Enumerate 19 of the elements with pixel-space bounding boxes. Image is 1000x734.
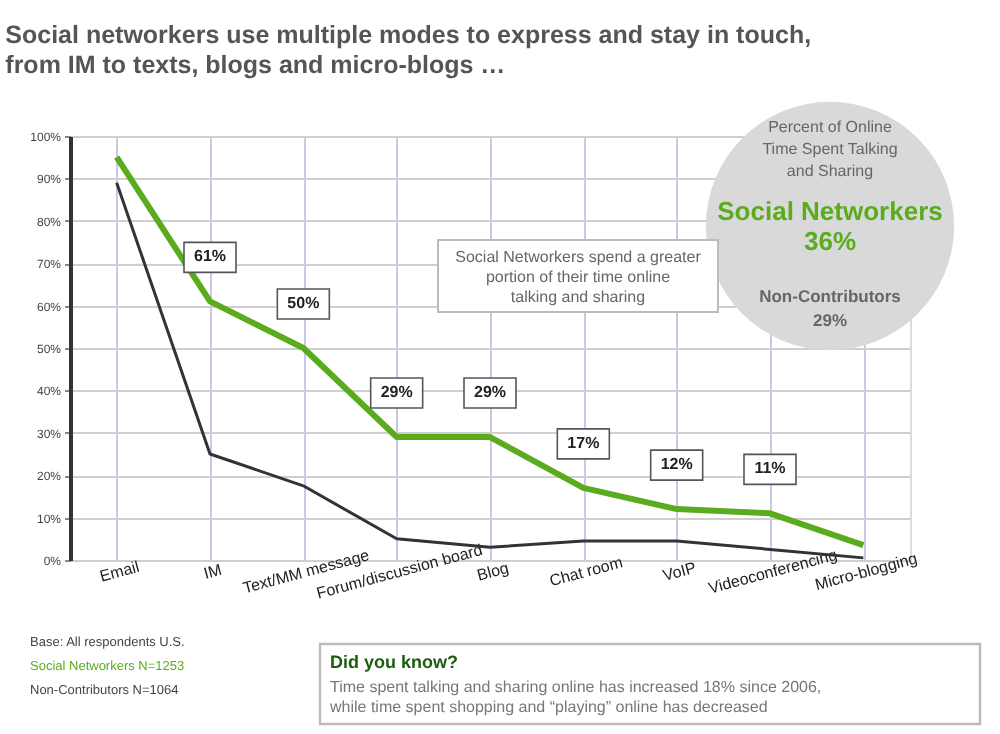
x-tick-label: VoIP	[660, 558, 699, 585]
chart-title: Social networkers use multiple modes to express and stay in touch, from IM to texts, blogs and micro-blogs …	[5, 20, 812, 79]
annotation: Non-Contributors 29%	[759, 286, 902, 330]
annotation: Social Networkers 36%	[717, 196, 943, 256]
annotation: Social Networkers spend a greater portion of their time online talking and sharing	[455, 248, 702, 306]
data-label: 12%	[660, 455, 693, 474]
data-label: 17%	[567, 433, 600, 452]
data-label: 61%	[193, 247, 227, 266]
data-label: 11%	[754, 459, 786, 478]
data-label: 29%	[380, 383, 413, 402]
text: Did you know?	[330, 652, 458, 672]
annotation: Percent of Online Time Spent Talking and Sharing	[762, 118, 898, 180]
x-tick-label: Email	[97, 557, 142, 586]
x-tick-label: IM	[201, 560, 225, 583]
x-tick-label: Chat room	[547, 553, 626, 591]
data-label: 50%	[287, 294, 320, 312]
x-tick-label: Blog	[475, 558, 511, 585]
text: Time spent talking and sharing online has increased 18% since 2006, while time spent shopping and “playing” online has decreased	[328, 678, 822, 716]
data-label: 29%	[473, 383, 507, 402]
